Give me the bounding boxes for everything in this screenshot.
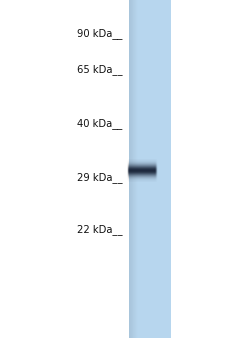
Text: 65 kDa__: 65 kDa__ bbox=[77, 64, 123, 75]
Text: 40 kDa__: 40 kDa__ bbox=[77, 118, 123, 129]
Text: 90 kDa__: 90 kDa__ bbox=[77, 28, 123, 39]
Text: 22 kDa__: 22 kDa__ bbox=[77, 224, 123, 235]
Text: 29 kDa__: 29 kDa__ bbox=[77, 172, 123, 183]
